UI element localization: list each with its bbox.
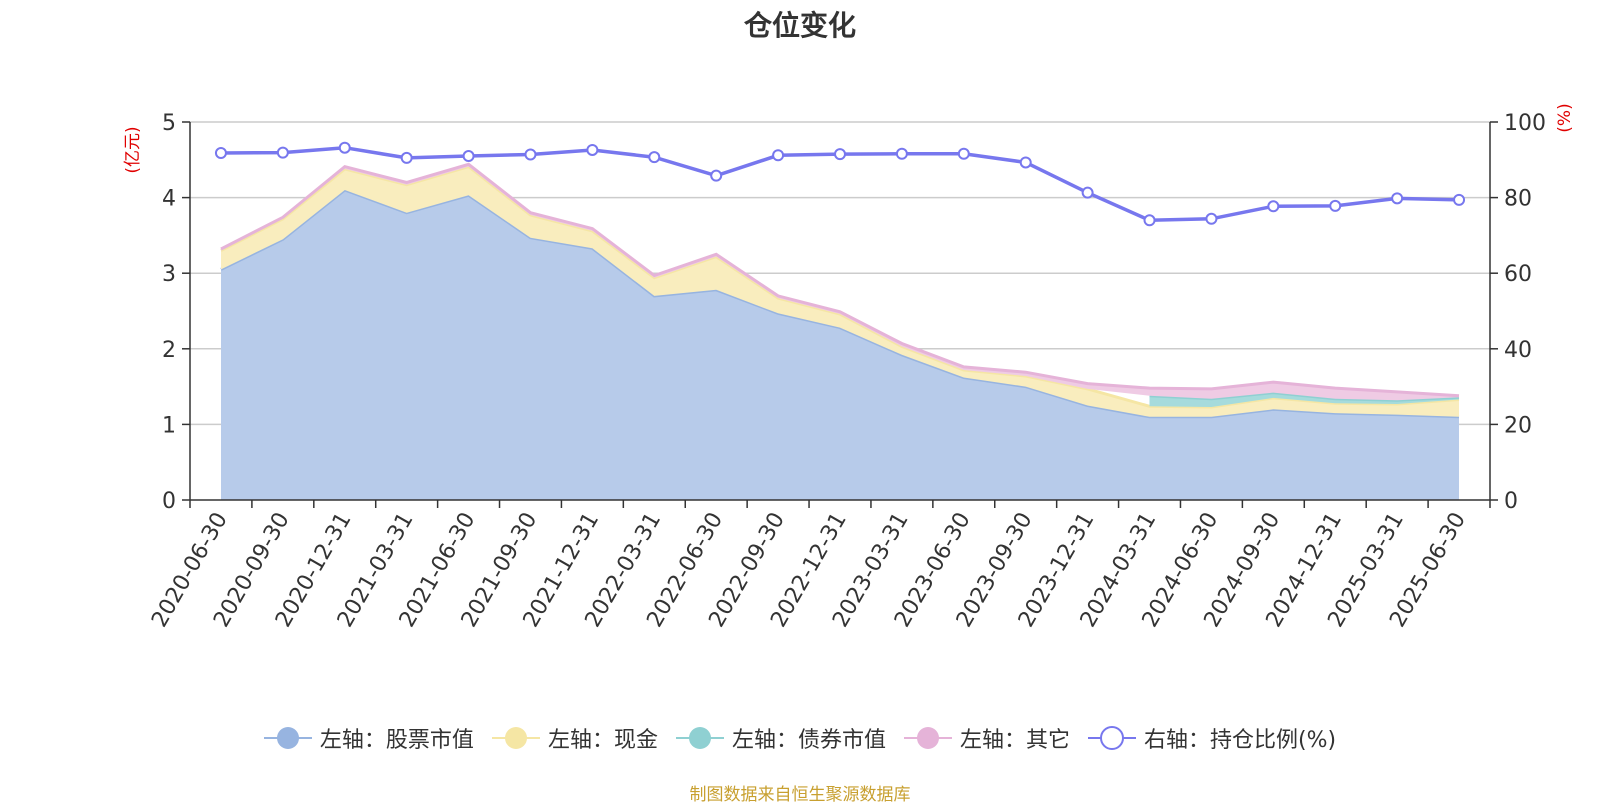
- legend-label: 左轴：债券市值: [731, 728, 886, 753]
- left-tick-label: 4: [162, 187, 176, 212]
- legend: 左轴：股票市值 左轴：现金 左轴：债券市值 左轴：其它 右轴：持仓比例(%): [0, 722, 1600, 754]
- right-tick-label: 20: [1504, 413, 1532, 438]
- area-1: [221, 166, 1459, 417]
- ratio-point: [1329, 199, 1342, 212]
- left-tick-label: 1: [162, 413, 176, 438]
- ratio-point: [1267, 200, 1280, 213]
- legend-item[interactable]: 左轴：其它: [903, 722, 1070, 754]
- ratio-point: [834, 148, 846, 161]
- ratio-point: [710, 169, 723, 182]
- right-tick-label: 80: [1504, 187, 1532, 212]
- legend-symbol: [263, 727, 312, 749]
- area-0: [221, 190, 1459, 500]
- legend-label: 左轴：股票市值: [319, 728, 474, 753]
- left-tick-label: 5: [162, 111, 176, 136]
- ratio-point: [1453, 193, 1466, 206]
- legend-item[interactable]: 右轴：持仓比例(%): [1087, 722, 1337, 754]
- legend-symbol: [491, 727, 540, 749]
- legend-symbol: [1087, 726, 1136, 750]
- legend-item[interactable]: 左轴：股票市值: [263, 722, 474, 754]
- ratio-point: [1019, 156, 1032, 169]
- chart-title: 仓位变化: [743, 9, 856, 42]
- right-tick-label: 100: [1504, 111, 1546, 136]
- legend-item[interactable]: 左轴：现金: [491, 722, 658, 754]
- left-axis-unit: (亿元): [123, 126, 143, 173]
- source-note: 制图数据来自恒生聚源数据库: [689, 785, 911, 805]
- legend-symbol: [675, 727, 724, 749]
- legend-symbol: [903, 727, 952, 749]
- left-tick-label: 0: [162, 489, 176, 514]
- right-axis-unit: (%): [1555, 103, 1575, 132]
- legend-label: 左轴：现金: [547, 728, 658, 753]
- ratio-point: [586, 143, 599, 156]
- ratio-point: [895, 147, 908, 160]
- right-tick-label: 60: [1504, 262, 1532, 287]
- left-tick-label: 2: [162, 338, 176, 363]
- ratio-point: [524, 148, 537, 161]
- ratio-point: [338, 141, 351, 154]
- left-tick-label: 3: [162, 262, 176, 287]
- legend-label: 右轴：持仓比例(%): [1143, 728, 1337, 753]
- ratio-point: [1143, 214, 1156, 227]
- ratio-point: [462, 150, 475, 163]
- legend-item[interactable]: 左轴：债券市值: [675, 722, 886, 754]
- ratio-point: [648, 151, 661, 164]
- legend-label: 左轴：其它: [959, 728, 1070, 753]
- area-2: [1149, 392, 1459, 407]
- ratio-point: [400, 151, 413, 164]
- right-tick-label: 40: [1504, 338, 1532, 363]
- ratio-point: [214, 146, 227, 159]
- ratio-point: [1205, 212, 1218, 225]
- chart-plot: 0123450204060801002020-06-302020-09-3020…: [123, 103, 1575, 631]
- area-line-3: [220, 162, 1460, 398]
- ratio-point: [957, 147, 970, 160]
- right-tick-label: 0: [1504, 489, 1518, 514]
- ratio-point: [1391, 192, 1404, 205]
- ratio-point: [1081, 186, 1094, 199]
- ratio-point: [276, 146, 289, 159]
- ratio-point: [772, 149, 785, 162]
